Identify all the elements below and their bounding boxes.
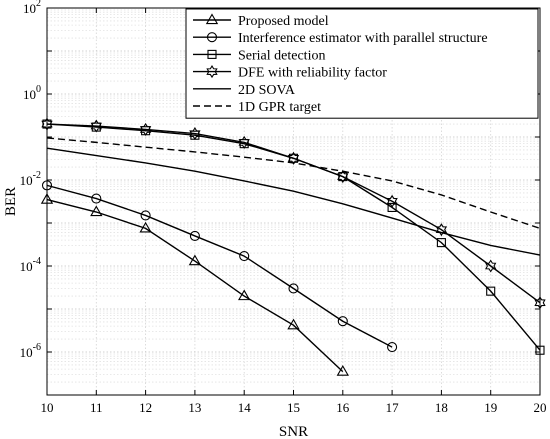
series-4: [41, 117, 546, 310]
legend-item: Serial detection: [193, 48, 325, 63]
legend-label: Proposed model: [238, 14, 329, 29]
y-axis-title: BER: [3, 187, 19, 216]
data-point: [338, 172, 348, 182]
data-point: [238, 135, 250, 149]
legend-box: [185, 8, 539, 119]
legend-label: Serial detection: [238, 48, 325, 63]
legend: Proposed model Interference estimator wit…: [185, 8, 539, 119]
data-point: [486, 286, 496, 296]
legend-marker: [207, 49, 217, 59]
data-point: [238, 289, 251, 301]
legend-label: DFE with reliability factor: [238, 66, 387, 81]
series-line: [46, 123, 541, 304]
series-group: [40, 117, 546, 376]
series-6: [46, 137, 541, 230]
legend-marker: [205, 13, 219, 25]
legend-marker: [206, 65, 218, 79]
legend-item: 2D SOVA: [193, 83, 296, 98]
series-line: [46, 198, 344, 373]
x-tick-label: 18: [435, 400, 448, 415]
data-point: [188, 254, 202, 266]
y-tick-label: 102: [23, 0, 41, 16]
x-tick-label: 12: [139, 400, 152, 415]
x-axis-title: SNR: [279, 424, 308, 439]
legend-item: DFE with reliability factor: [193, 65, 387, 81]
data-point: [435, 223, 448, 237]
data-point: [287, 318, 300, 330]
data-point: [288, 283, 299, 294]
data-point: [436, 238, 446, 248]
series-line: [46, 184, 393, 348]
y-tick-label: 10-2: [20, 170, 41, 188]
data-point: [90, 119, 102, 133]
x-tick-label: 20: [534, 400, 547, 415]
y-tick-label: 10-4: [20, 256, 41, 274]
legend-item: Proposed model: [193, 13, 329, 29]
x-tick-label: 13: [188, 400, 201, 415]
y-tick-label: 100: [23, 84, 41, 102]
data-point: [140, 210, 151, 221]
data-point: [189, 127, 201, 141]
x-tick-label: 17: [386, 400, 400, 415]
data-point: [90, 205, 103, 217]
x-tick-label: 16: [336, 400, 350, 415]
x-tick-label: 10: [41, 400, 54, 415]
legend-marker: [206, 32, 218, 43]
data-point: [239, 251, 250, 262]
data-point: [485, 259, 497, 273]
legend-item: Interference estimator with parallel str…: [193, 31, 488, 46]
legend-label: 1D GPR target: [238, 100, 321, 115]
series-line: [46, 137, 541, 230]
legend-label: 2D SOVA: [238, 83, 296, 98]
x-tick-label: 14: [238, 400, 252, 415]
data-point: [387, 202, 397, 212]
x-tick-label: 15: [287, 400, 300, 415]
data-point: [387, 342, 398, 353]
data-point: [139, 221, 152, 233]
data-point: [189, 230, 200, 241]
y-tick-label: 10-6: [20, 342, 41, 360]
x-tick-label: 11: [90, 400, 103, 415]
data-point: [337, 170, 349, 184]
legend-label: Interference estimator with parallel str…: [238, 31, 488, 46]
x-tick-label: 19: [484, 400, 497, 415]
data-point: [139, 122, 152, 136]
data-point: [386, 194, 398, 208]
series-line: [46, 147, 541, 256]
legend-item: 1D GPR target: [193, 100, 321, 115]
axis-tick-labels: 10 11 12 13 14 15 16 17 18 19 20 102 100 10-2 10-4 10-6: [20, 0, 547, 415]
data-point: [336, 365, 349, 376]
data-point: [337, 316, 348, 327]
data-point: [287, 151, 300, 165]
series-5: [46, 147, 541, 256]
data-point: [91, 193, 102, 204]
